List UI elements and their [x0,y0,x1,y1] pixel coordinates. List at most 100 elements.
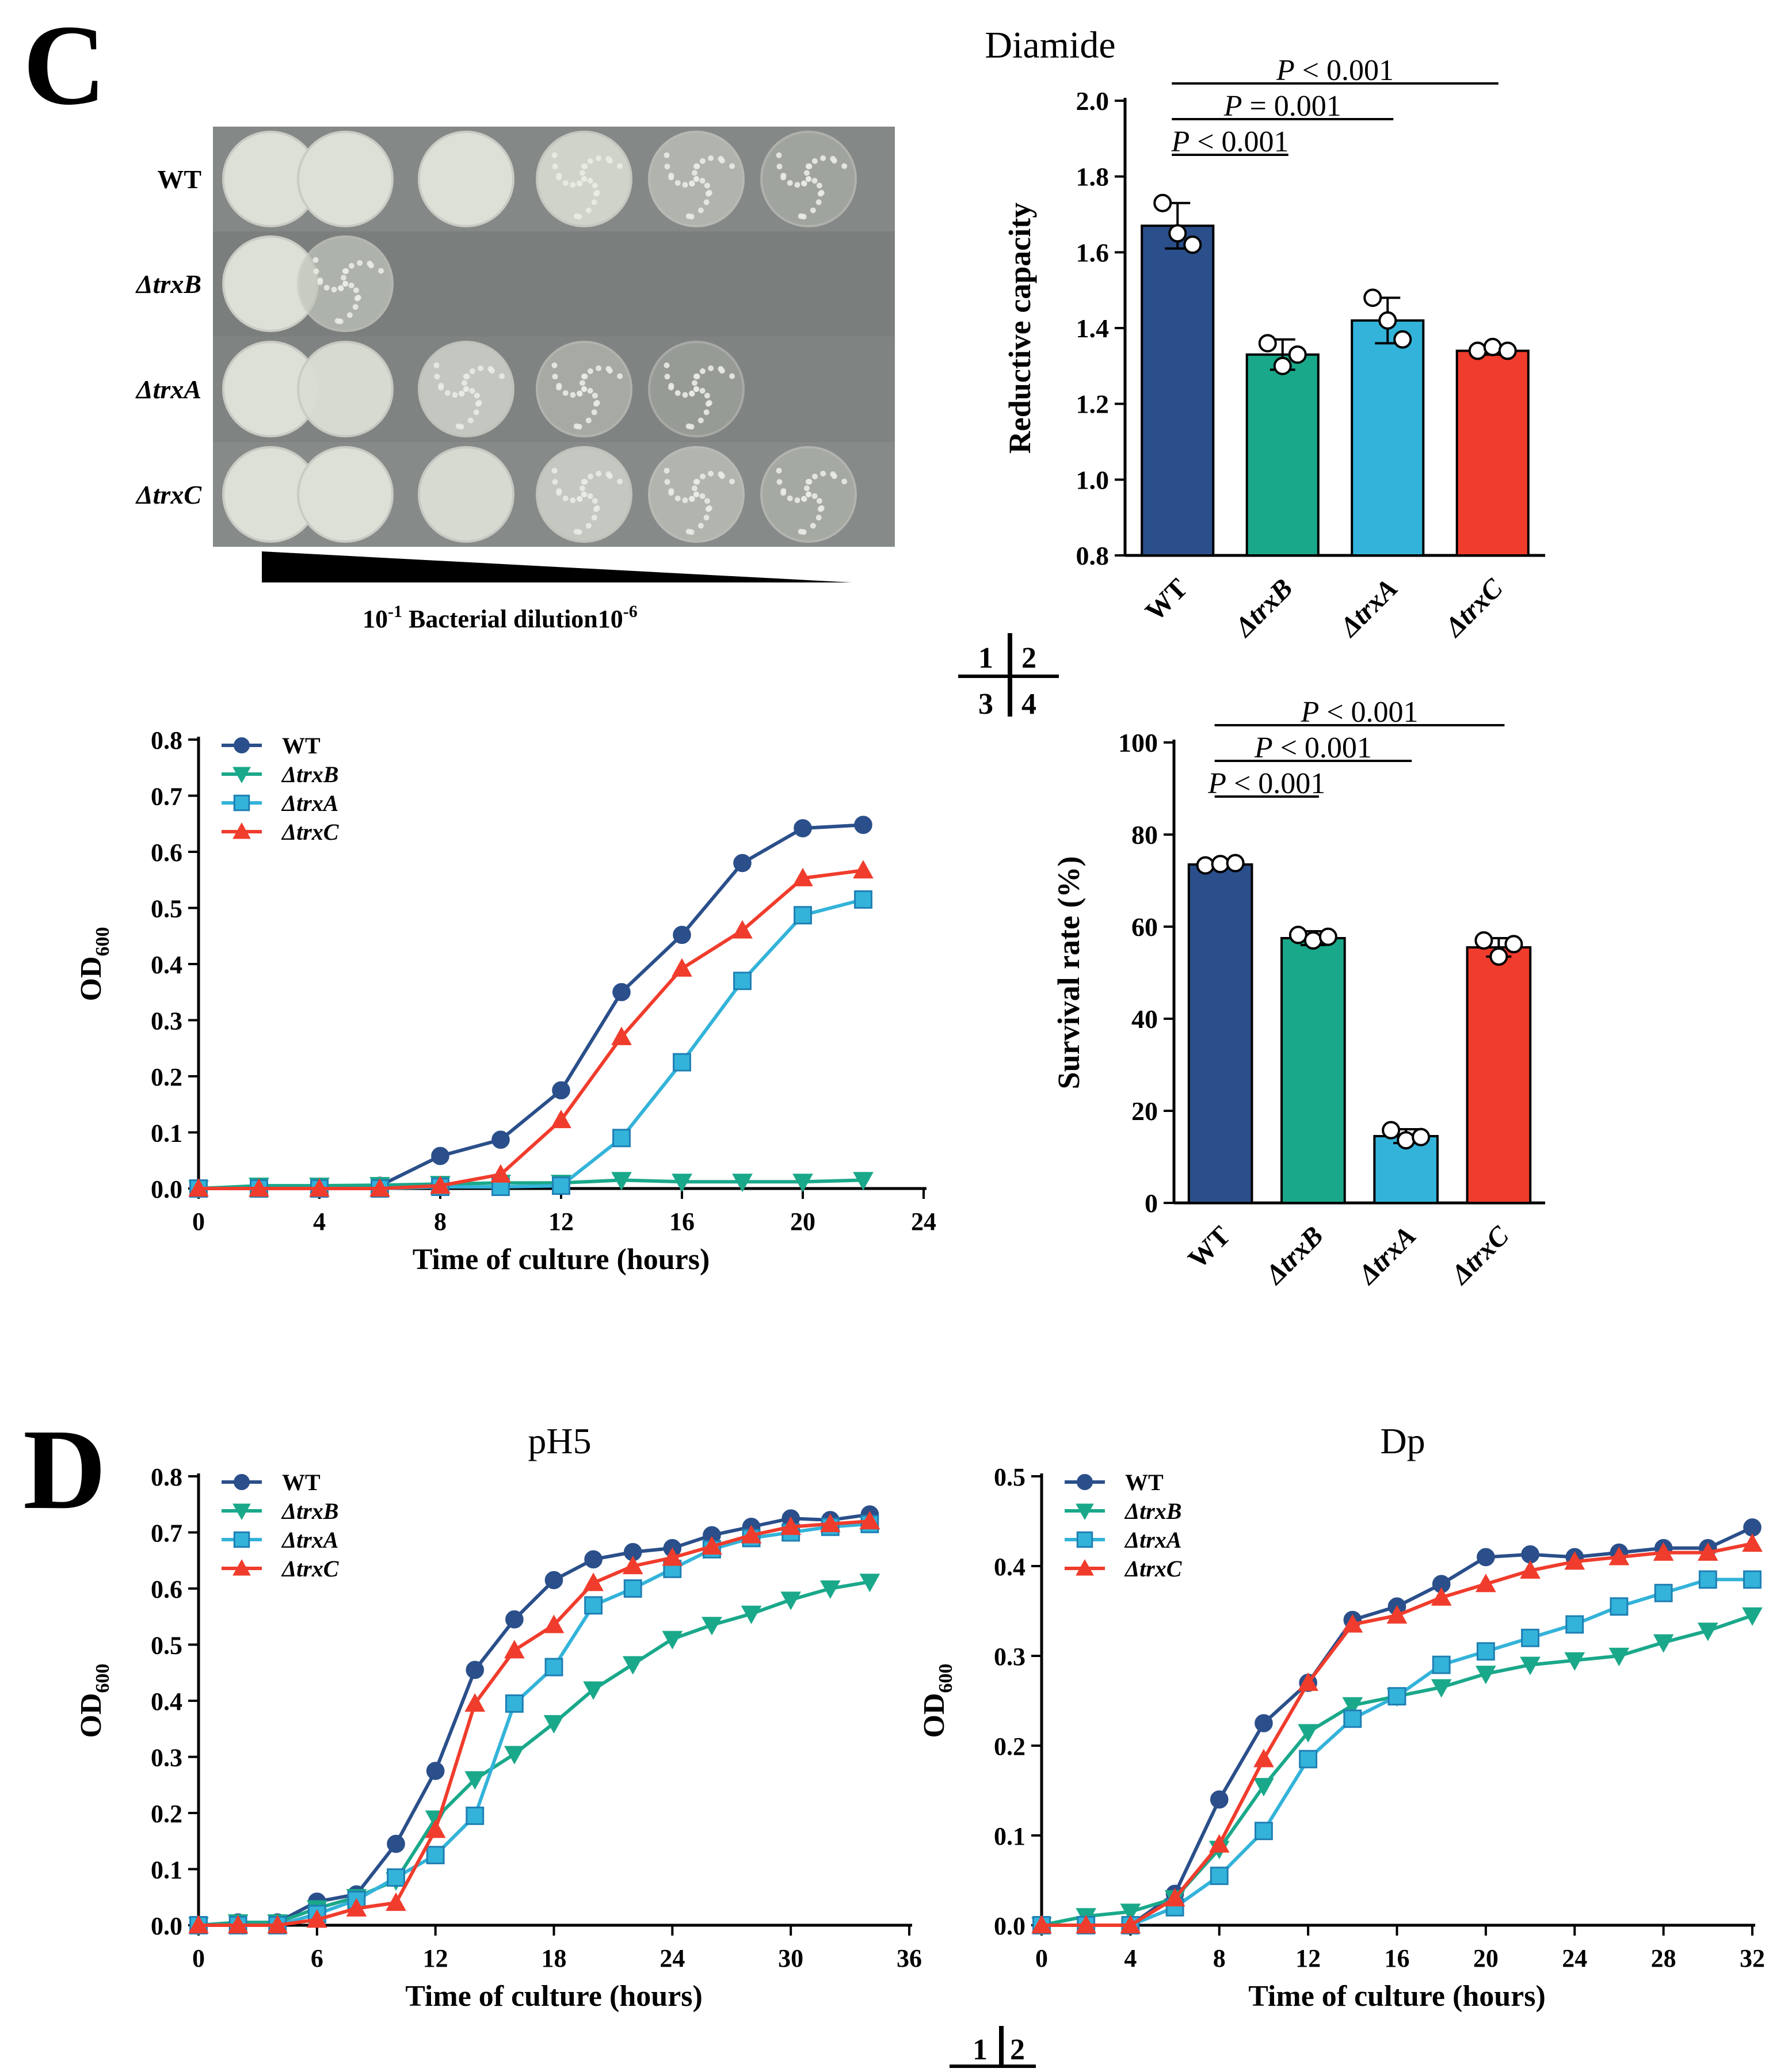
data-point [188,1178,209,1197]
x-tick-label: ΔtrxB [1228,573,1298,643]
legend-marker [1076,1559,1094,1576]
data-point [464,1693,486,1712]
series-delta-trxc [188,1510,880,1934]
data-point [430,1175,451,1194]
data-point [1031,1914,1052,1934]
panel-c-label: C [23,2,106,129]
data-point [741,1605,762,1624]
series-delta-trxc [1031,1533,1763,1934]
series-line [199,869,864,1190]
data-point [780,1516,802,1535]
x-tick-label: 0 [1035,1944,1048,1972]
legend-label: WT [1125,1469,1164,1495]
replicate-point [1397,1131,1416,1150]
replicate-point [1382,1121,1401,1140]
series-delta-trxa [1032,1570,1762,1934]
x-tick-label: 24 [1562,1944,1587,1972]
significance-bracket: P < 0.001 [1207,767,1325,800]
y-tick-label: 0.4 [151,1688,182,1716]
x-tick-label: WT [1182,1220,1236,1274]
data-point [466,1660,485,1679]
data-point [853,860,874,879]
data-point [267,1914,288,1934]
data-point [466,1806,485,1825]
y-tick-label: 0.8 [1076,541,1110,570]
series-line [1042,1526,1753,1927]
x-tick-label: 32 [1740,1944,1765,1972]
data-point [504,1640,525,1659]
series-delta-trxb [188,1574,880,1936]
x-tick-label: 4 [313,1208,326,1236]
data-point [1299,1750,1318,1769]
legend-label: ΔtrxC [1124,1556,1183,1582]
data-point [543,1614,565,1633]
series-line [199,1522,870,1927]
series-line [199,823,864,1190]
p-value-label: P < 0.001 [1276,54,1394,87]
y-tick-label: 0.6 [151,1575,182,1603]
data-point [426,1846,445,1865]
data-point [1120,1914,1141,1934]
series-delta-trxb [1031,1607,1763,1936]
x-tick-label: 12 [548,1208,574,1236]
data-point [859,1510,880,1530]
data-point [1521,1628,1540,1647]
series-line [199,1519,870,1927]
replicate-point [1196,856,1215,875]
data-point [306,1909,327,1928]
legend-marker [232,822,251,839]
legend-marker [234,1474,250,1490]
bar-group-wt: WT [1182,854,1253,1274]
data-point [309,1178,330,1197]
x-tick-label: 8 [1213,1944,1226,1972]
plate-row-label: WT [157,165,201,194]
data-point [780,1591,802,1610]
data-point [673,925,691,944]
y-tick-label: 0.7 [151,1519,182,1548]
data-point [387,1868,406,1887]
data-point [544,1571,563,1590]
dilution-caption: 10-1 Bacterial dilution10-6 [363,602,638,633]
significance-bracket: P < 0.001 [1172,54,1499,87]
bar [1455,349,1530,557]
data-point [1520,1656,1541,1675]
y-tick-label: 40 [1131,1004,1158,1034]
bar-group-delta-trxa: ΔtrxA [1351,1121,1439,1291]
y-tick-label: 20 [1131,1096,1158,1126]
colony-spot [297,341,394,437]
y-tick-label: 0.5 [994,1463,1025,1491]
data-point [552,1081,570,1100]
bar-group-delta-trxc: ΔtrxC [1444,931,1532,1291]
data-point [583,1681,604,1700]
data-point [672,958,692,977]
y-tick-label: 0.2 [151,1063,182,1091]
data-point [623,1579,642,1598]
x-tick-label: 18 [542,1944,567,1972]
bar [1141,224,1215,557]
y-axis-label: OD600 [75,1664,113,1738]
significance-bracket: P = 0.001 [1172,90,1394,123]
chart-reductive: 0.8 1.0 1.2 1.4 1.6 1.8 2.0 Reductive capacity D… [985,24,1545,643]
legend-label: ΔtrxB [1124,1498,1181,1524]
replicate-point [1498,341,1517,360]
p-value-label: P < 0.001 [1207,767,1325,800]
x-tick-label: WT [1139,573,1194,627]
legend-marker [232,1503,251,1521]
data-point [612,1129,631,1148]
layout-key-d-1: 1 [973,2033,988,2066]
data-point [505,1694,524,1713]
y-tick-label: 100 [1118,728,1158,757]
data-point [819,1580,841,1599]
data-point [387,1834,405,1853]
data-point [1164,1888,1185,1907]
chart-growth_diamide: 0.0 0.1 0.2 0.3 0.4 0.5 0.6 0.7 0.8 0 4 8 12 16 20 24 Ti… [75,726,936,1276]
bar-group-wt: WT [1139,193,1215,627]
y-tick-label: 1.2 [1076,390,1110,419]
legend-label: ΔtrxB [281,761,338,787]
data-point [1298,1724,1318,1743]
legend-label: ΔtrxA [281,790,338,816]
data-point [1208,1834,1230,1853]
data-point [794,906,812,925]
legend: WT ΔtrxB ΔtrxA ΔtrxC [1065,1469,1183,1582]
series-delta-trxa [189,890,872,1198]
